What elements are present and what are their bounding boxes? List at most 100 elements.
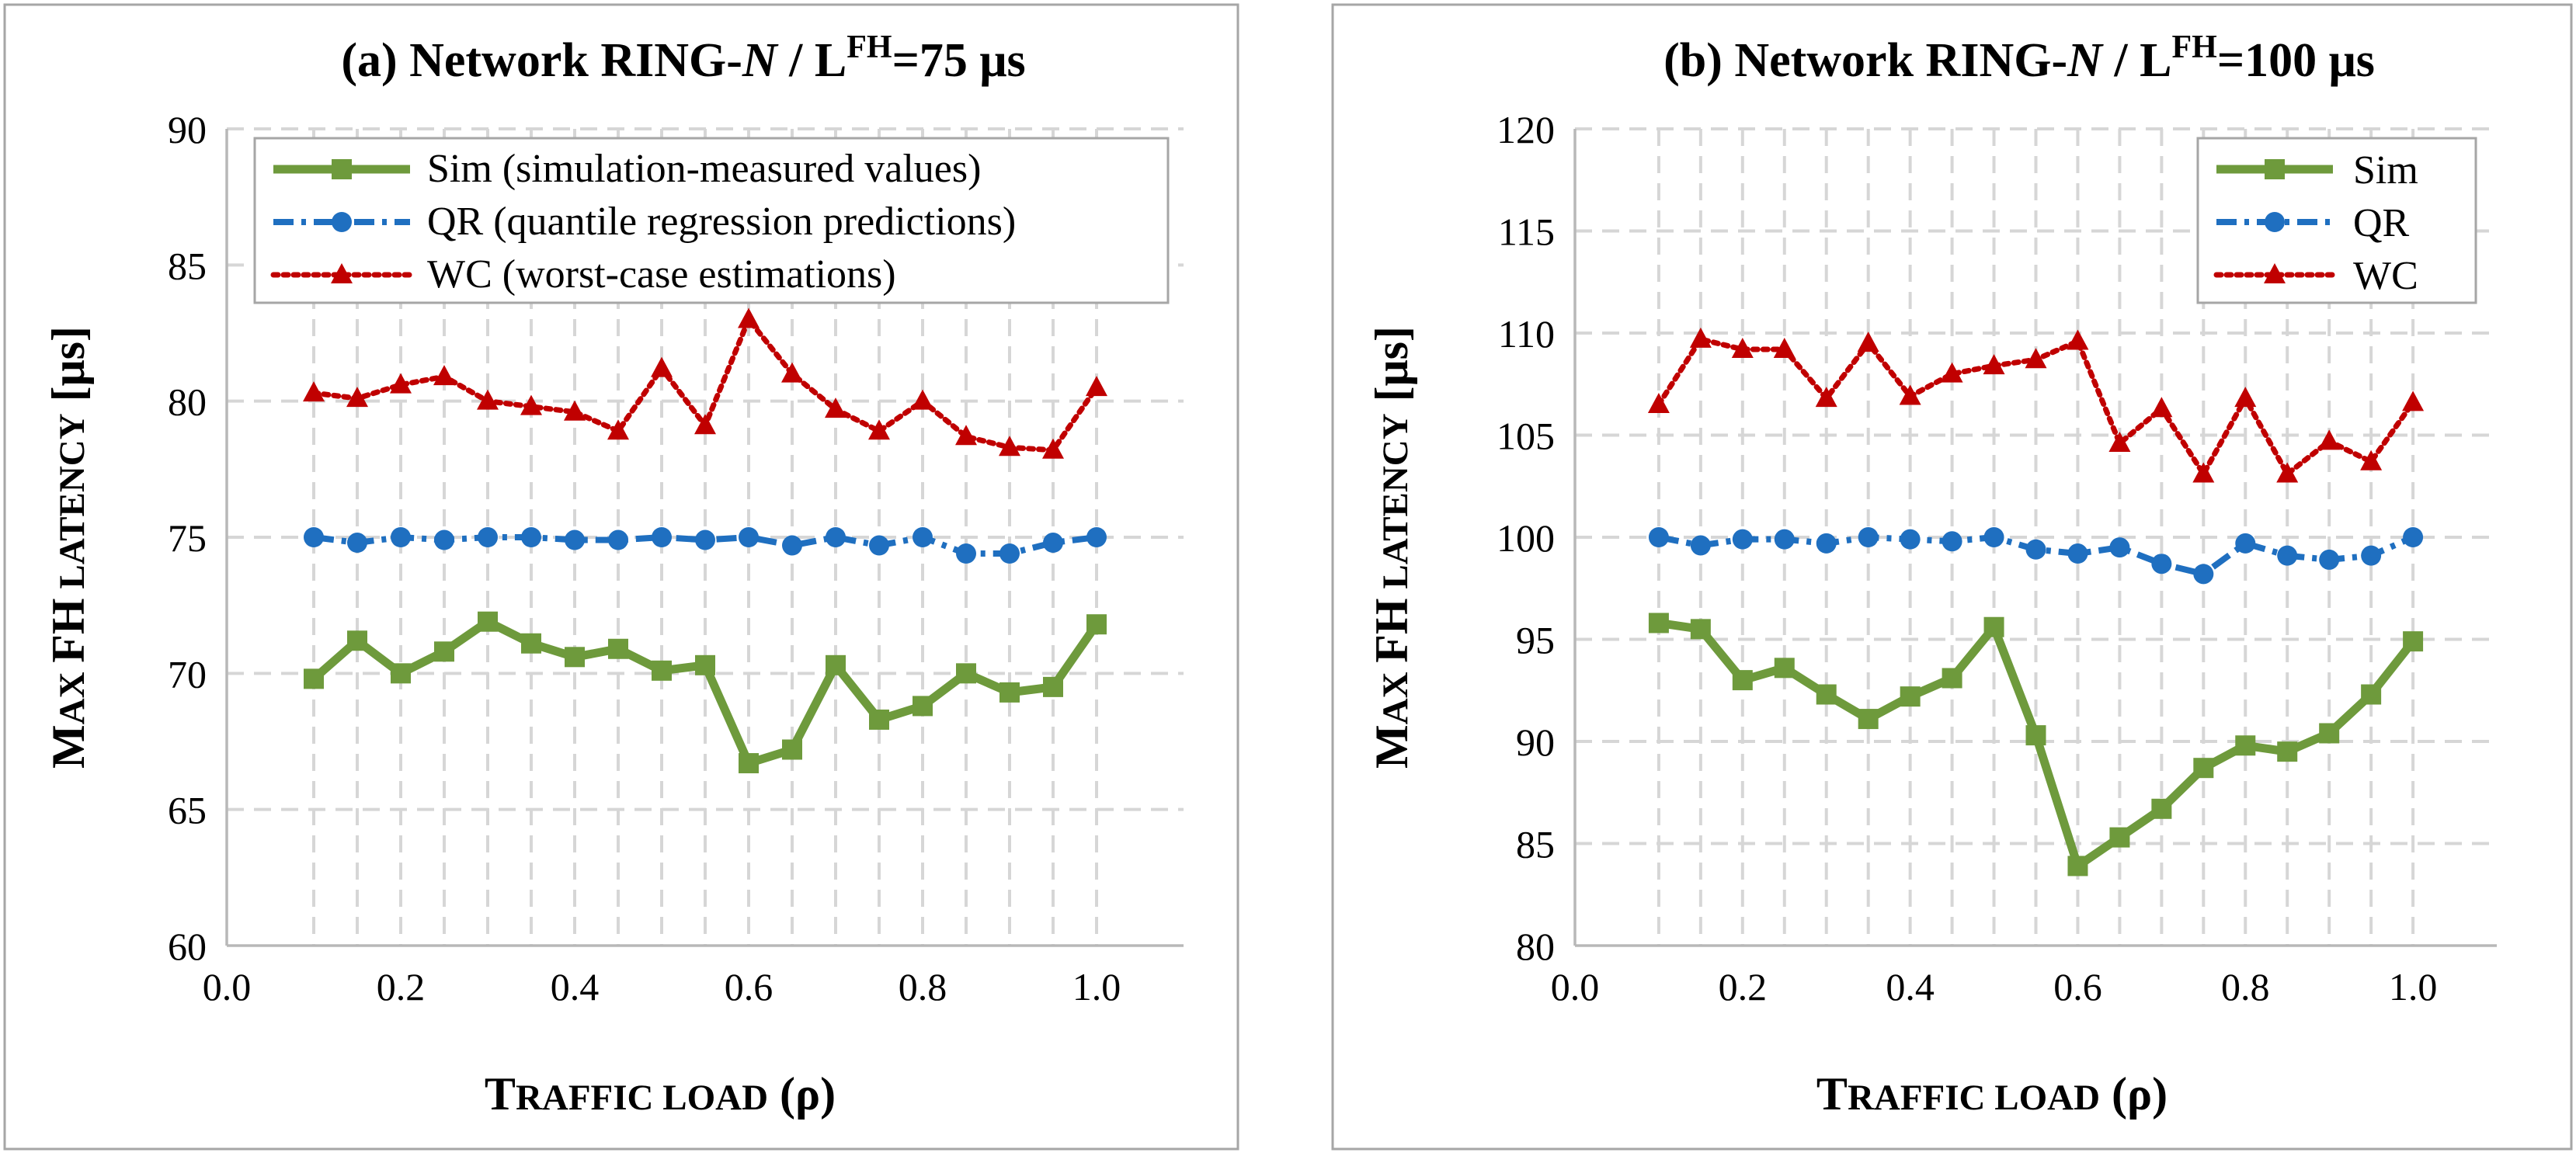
panel-b-y-tick-label: 95	[1516, 619, 1555, 662]
panel-a-legend-label: QR (quantile regression predictions)	[427, 200, 1016, 244]
panel-a-data-point	[346, 387, 368, 408]
panel-a-data-point	[477, 389, 499, 410]
panel-b-data-point	[1983, 527, 2004, 547]
panel-b-legend-item: Sim	[2216, 148, 2418, 193]
panel-b-x-tick-label: 0.4	[1886, 965, 1935, 1008]
panel-a-legend-item: QR (quantile regression predictions)	[273, 200, 1016, 244]
panel-b-data-point	[1774, 529, 1795, 550]
panel-b-data-point	[2403, 631, 2424, 652]
panel-a-y-tick-label: 65	[168, 789, 207, 832]
panel-a-data-point	[565, 647, 585, 668]
panel-b-y-tick-label: 110	[1498, 312, 1555, 356]
panel-b-y-axis-label: MAX FH LATENCY [μs]	[1366, 326, 1417, 769]
panel-a-data-point	[347, 533, 367, 554]
panel-b-title: (b) Network RING-N / LFH=100 μs	[1663, 30, 2375, 87]
panel-a-data-point	[782, 739, 802, 760]
panel-b-data-point	[2277, 741, 2298, 762]
panel-b-data-point	[1858, 527, 1879, 547]
panel-b-x-tick-label: 0.6	[2053, 965, 2102, 1008]
panel-a-data-point	[304, 527, 324, 547]
panel-a-data-point	[913, 527, 933, 547]
panel-a-x-axis-label: TRAFFIC LOAD (ρ)	[485, 1068, 836, 1120]
panel-a-data-point	[433, 365, 455, 386]
panel-b-data-point	[2109, 537, 2130, 558]
panel-b-data-point	[2067, 856, 2088, 877]
panel-b-x-tick-label: 0.8	[2221, 965, 2270, 1008]
panel-a-series-square	[304, 611, 1107, 774]
panel-b-data-point	[2025, 539, 2046, 560]
panel-a-legend-swatch-marker	[332, 159, 352, 179]
panel-b-series-circle	[1648, 527, 2424, 585]
panel-a-data-point	[869, 535, 889, 556]
panel-b-y-ticks: 80 85 90 95 100 105 110 115 120	[1497, 108, 1555, 968]
panel-a-data-point	[651, 356, 673, 377]
panel-b-data-point	[1983, 616, 2004, 637]
panel-a-data-point	[391, 527, 411, 547]
panel-a-title: (a) Network RING-N / LFH=75 μs	[341, 30, 1025, 87]
panel-a-legend-swatch-marker	[332, 212, 352, 232]
panel-a-data-point	[565, 529, 585, 550]
panel-b-data-point	[2403, 527, 2424, 547]
panel-a-data-point	[826, 654, 846, 675]
panel-b-series	[1647, 327, 2425, 877]
panel-b-data-point	[2193, 758, 2214, 779]
chart-panel-a: (a) Network RING-N / LFH=75 μs 60 65 70 75 8…	[3, 3, 1239, 1151]
panel-a-data-point	[564, 400, 586, 421]
panel-a-data-point	[1086, 527, 1107, 547]
panel-b-data-point	[2402, 391, 2425, 411]
panel-a-legend-swatch-marker	[331, 263, 353, 283]
panel-b-data-point	[1774, 658, 1795, 679]
panel-b-data-point	[1857, 332, 1879, 352]
panel-a-data-point	[391, 663, 411, 684]
panel-b-legend: Sim QR WC	[2196, 137, 2477, 304]
panel-b-data-point	[1942, 668, 1962, 689]
panel-b-data-point	[2319, 723, 2340, 744]
panel-b-data-point	[2235, 735, 2256, 756]
panel-b-data-point	[2192, 462, 2215, 483]
panel-b-data-point	[1731, 338, 1754, 359]
panel-b-y-tick-label: 90	[1516, 720, 1555, 764]
panel-b-legend-label: QR	[2353, 201, 2410, 245]
panel-a-data-point	[521, 633, 541, 654]
panel-b-data-point	[1899, 384, 1921, 405]
panel-a-data-point	[739, 527, 759, 547]
panel-a-x-tick-label: 0.8	[899, 965, 947, 1008]
panel-b-legend-label: Sim	[2353, 148, 2418, 193]
panel-a-data-point	[956, 543, 976, 564]
panel-a-data-point	[390, 373, 412, 394]
panel-b-data-point	[1648, 613, 1669, 634]
panel-a-data-point	[1086, 376, 1107, 397]
panel-b-y-tick-label: 120	[1497, 108, 1555, 151]
panel-b-data-point	[1732, 670, 1753, 691]
panel-a-data-point	[478, 527, 498, 547]
panel-a-x-ticks: 0.0 0.2 0.4 0.6 0.8 1.0	[203, 965, 1121, 1008]
panel-a-data-point	[1043, 676, 1063, 697]
panel-b-series-square	[1648, 613, 2424, 877]
panel-b-frame	[1331, 3, 2573, 1151]
panel-b-legend-swatch-marker	[2265, 212, 2285, 232]
panel-a-series-triangle	[303, 307, 1107, 459]
panel-a-data-point	[608, 529, 628, 550]
panel-a-data-point	[826, 527, 846, 547]
panel-b-x-tick-label: 1.0	[2389, 965, 2438, 1008]
panel-a-data-point	[520, 394, 542, 415]
panel-a-data-point	[868, 419, 890, 440]
panel-a-y-tick-label: 60	[168, 925, 207, 968]
panel-b-data-point	[2067, 329, 2089, 350]
panel-b-data-point	[2109, 827, 2130, 848]
panel-b-data-point	[2277, 545, 2298, 566]
panel-b-data-point	[1858, 709, 1879, 730]
panel-a-data-point	[869, 709, 889, 730]
panel-b-x-ticks: 0.0 0.2 0.4 0.6 0.8 1.0	[1551, 965, 2438, 1008]
panel-a-data-point	[1042, 438, 1064, 459]
panel-a-series-circle	[304, 527, 1107, 564]
panel-a-y-tick-label: 75	[168, 516, 207, 560]
panel-a-data-point	[434, 529, 454, 550]
panel-b-data-point	[2193, 564, 2214, 585]
panel-a-data-point	[478, 611, 498, 632]
panel-b-data-point	[1900, 686, 1921, 707]
panel-b-data-point	[1900, 529, 1921, 550]
panel-a-y-ticks: 60 65 70 75 80 85 90	[168, 108, 207, 968]
panel-a-legend-item: Sim (simulation-measured values)	[273, 147, 981, 191]
